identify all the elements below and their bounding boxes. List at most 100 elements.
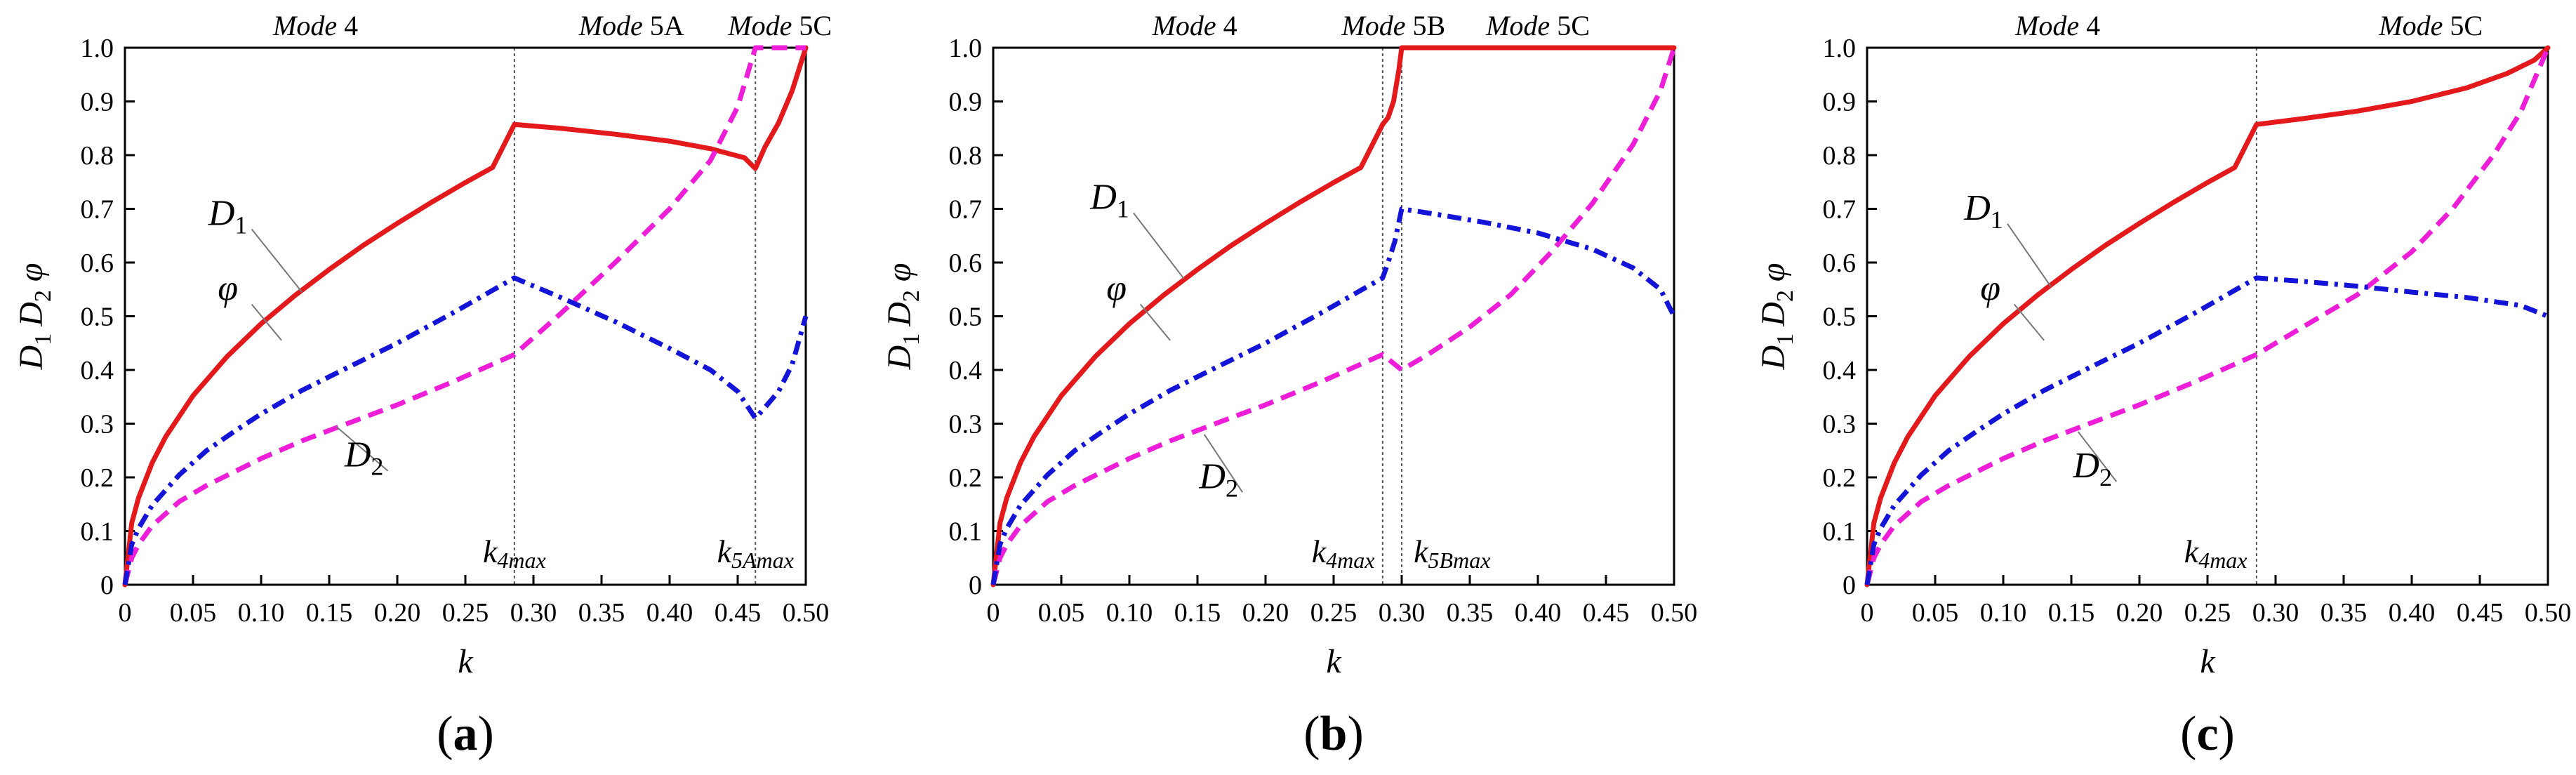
panel-b-x-tick-label: 0.45	[1583, 598, 1630, 628]
panel-b-label: (b)	[1303, 707, 1364, 761]
panel-c-mode-label: Mode 5C	[2378, 10, 2483, 41]
panel-c-series-d1-line	[1864, 45, 2551, 588]
panel-c-label: (c)	[2180, 707, 2235, 761]
panel-c-mode-label: Mode 4	[2014, 10, 2100, 41]
panel-c-x-axis-label: k	[2200, 643, 2216, 680]
panel-b-k-marker-label: k5Bmax	[1414, 534, 1490, 573]
panel-c: 0 0.05 0.10 0.15 0.20 0.25 0.30 0.35 0.40 0.45 0.5…	[1755, 10, 2571, 761]
panel-a-x-tick-label: 0.10	[238, 598, 285, 628]
panel-a-y-tick-label: 0.9	[81, 88, 114, 117]
panel-a-x-tick-label: 0.40	[646, 598, 693, 628]
panel-a-mode-label: Mode 5A	[578, 10, 684, 41]
panel-c-x-tick-label: 0.40	[2389, 598, 2436, 628]
panel-b-y-tick-label: 0.8	[949, 141, 983, 171]
panel-b-series-d1-line	[990, 45, 1677, 588]
panel-c-y-tick-label: 0.4	[1823, 356, 1857, 385]
panel-b-x-tick-label: 0.25	[1310, 598, 1357, 628]
panel-b-label-leader-phi	[1139, 303, 1171, 341]
panel-b-x-axis-label: k	[1326, 643, 1342, 680]
panel-c-y-tick-label: 1.0	[1823, 34, 1857, 63]
panel-c-k-marker-label: k4max	[2184, 534, 2248, 573]
panel-a-y-tick-label: 0.4	[81, 356, 114, 385]
panel-c-x-tick-label: 0.35	[2321, 598, 2368, 628]
panel-b-label-leader-d1	[1133, 212, 1185, 279]
panel-c-series-phi-line	[1864, 275, 2549, 585]
panel-c-x-tick-label: 0.30	[2252, 598, 2299, 628]
panel-c-y-tick-label: 0.9	[1823, 88, 1857, 117]
panel-a-y-tick-label: 0.2	[81, 463, 114, 493]
panel-a-mode-label: Mode 4	[272, 10, 358, 41]
panel-b-x-tick-label: 0	[987, 598, 1000, 628]
panel-c-curve-label-phi: φ	[1980, 269, 2000, 309]
panel-c-x-tick-label: 0.50	[2525, 598, 2572, 628]
panel-c-x-tick-label: 0.20	[2116, 598, 2163, 628]
panel-a-x-tick-label: 0	[119, 598, 132, 628]
panel-a-x-tick-label: 0.35	[578, 598, 625, 628]
panel-b-mode-label: Mode 5C	[1485, 10, 1590, 41]
panel-b-x-tick-label: 0.05	[1038, 598, 1085, 628]
panel-b-x-tick-label: 0.50	[1651, 598, 1698, 628]
panel-b-curve-label-d1: D1	[1089, 178, 1129, 223]
panel-a-x-tick-label: 0.45	[715, 598, 762, 628]
panel-c-y-axis-label: D1D2φ	[1755, 263, 1798, 371]
panel-b-y-tick-label: 0.4	[949, 356, 983, 385]
panel-b-x-tick-label: 0.35	[1447, 598, 1494, 628]
panel-a-curve-label-d1: D1	[208, 193, 248, 239]
panel-c-label-leader-d2	[2077, 431, 2117, 482]
panel-b-y-tick-label: 0.1	[949, 517, 983, 547]
panel-a-label-leader-d2	[336, 425, 389, 472]
panel-a-curve-label-phi: φ	[218, 269, 238, 309]
panel-a-label-leader-d1	[251, 228, 303, 293]
panel-b-y-tick-label: 0.3	[949, 410, 983, 439]
panel-b-mode-label: Mode 5B	[1341, 10, 1445, 41]
panel-b-series-phi-line	[990, 206, 1677, 585]
panel-a-y-tick-label: 0	[100, 571, 114, 600]
panel-b-y-tick-label: 0.6	[949, 249, 983, 278]
panel-b-mode-label: Mode 4	[1152, 10, 1237, 41]
panel-b-curve-label-phi: φ	[1106, 269, 1127, 309]
panel-b-x-tick-label: 0.10	[1106, 598, 1153, 628]
panel-b-y-tick-label: 0.5	[949, 303, 983, 332]
panel-c-x-tick-label: 0.15	[2048, 598, 2095, 628]
panel-a-y-axis-label: D1D2φ	[13, 263, 56, 371]
panel-a-y-tick-label: 0.3	[81, 410, 114, 439]
panel-b-y-tick-label: 0	[969, 571, 982, 600]
panel-c-y-tick-label: 0.7	[1823, 195, 1857, 225]
panel-c-y-tick-label: 0.5	[1823, 303, 1857, 332]
panel-a-x-tick-label: 0.15	[306, 598, 353, 628]
panel-c-label-leader-d1	[2007, 223, 2052, 287]
panel-b-y-tick-label: 0.2	[949, 463, 983, 493]
panel-a-x-tick-label: 0.25	[442, 598, 489, 628]
panel-a-label: (a)	[437, 707, 494, 761]
panel-b-k-marker-label: k4max	[1312, 534, 1375, 573]
panel-a-x-tick-label: 0.05	[170, 598, 217, 628]
panel-b-y-axis-label: D1D2φ	[881, 263, 924, 371]
panel-c-y-tick-label: 0.2	[1823, 463, 1857, 493]
panel-b: 0 0.05 0.10 0.15 0.20 0.25 0.30 0.35 0.40 0.45 0.5…	[881, 10, 1697, 761]
panel-b-label-leader-d2	[1203, 434, 1244, 493]
panel-c-plot-frame	[1866, 46, 2549, 586]
panel-a-y-tick-label: 0.5	[81, 303, 114, 332]
panel-a-y-tick-label: 0.1	[81, 517, 114, 547]
panel-b-x-tick-label: 0.30	[1379, 598, 1426, 628]
panel-b-x-tick-label: 0.20	[1242, 598, 1289, 628]
panel-a-y-tick-label: 0.6	[81, 249, 114, 278]
panel-a-curve-label-d2: D2	[344, 435, 384, 481]
panel-c-x-tick-label: 0.25	[2184, 598, 2231, 628]
panel-c-x-tick-label: 0	[1861, 598, 1874, 628]
panel-c-y-tick-label: 0	[1843, 571, 1856, 600]
panel-a-k-marker-label: k5Amax	[717, 534, 794, 573]
panel-a: 0 0.05 0.10 0.15 0.20 0.25 0.3 0 0.35 0.40 0.45 0.5…	[13, 10, 832, 761]
panel-b-y-tick-label: 0.7	[949, 195, 983, 225]
panel-b-y-tick-label: 0.9	[949, 88, 983, 117]
panel-a-series-d2-line	[122, 45, 806, 585]
panel-a-x-axis-label: k	[458, 643, 474, 680]
panel-b-curve-label-d2: D2	[1198, 456, 1238, 502]
panel-a-mode-label: Mode 5C	[727, 10, 832, 41]
panel-a-series-d1-line	[122, 45, 809, 588]
panel-a-x-tick-label: 0.20	[374, 598, 421, 628]
panel-b-plot-frame	[992, 46, 1675, 586]
panel-c-x-tick-label: 0.05	[1912, 598, 1959, 628]
